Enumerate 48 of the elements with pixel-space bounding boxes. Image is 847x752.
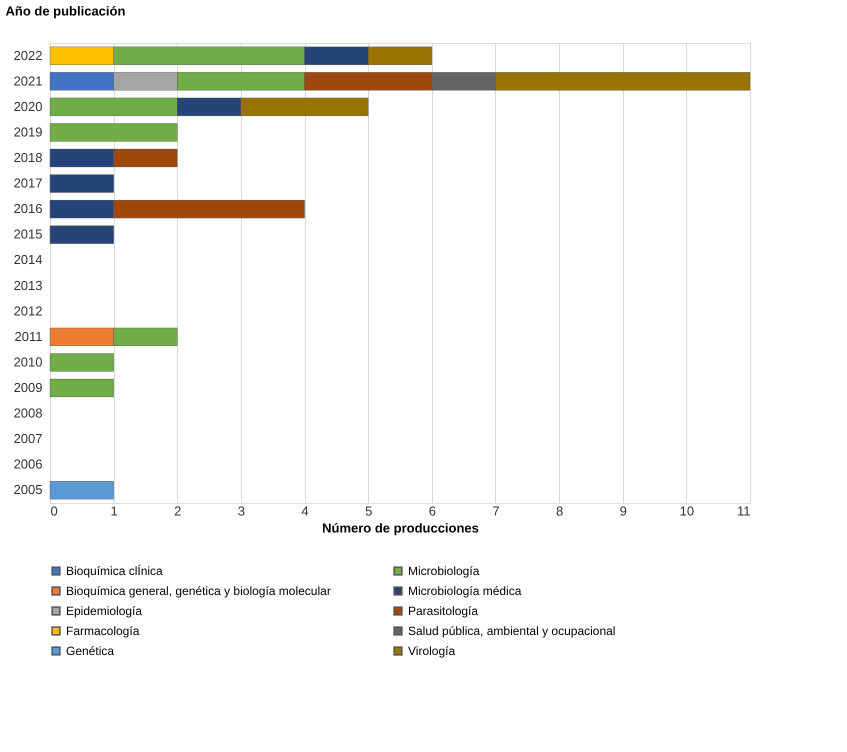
y-tick-label: 2006	[14, 456, 42, 472]
y-tick-label: 2019	[14, 124, 42, 140]
y-tick-label: 2018	[14, 150, 42, 165]
y-tick-label: 2010	[14, 354, 42, 370]
y-tick-label: 2013	[14, 278, 42, 293]
x-tick-label: 9	[620, 504, 627, 518]
x-tick-label: 7	[492, 504, 500, 518]
bar	[50, 481, 114, 500]
x-tick-label: 10	[680, 504, 694, 518]
legend-label: Bioquímica general, genética y biología molecular	[66, 584, 331, 598]
x-tick-label: 4	[301, 504, 309, 518]
y-tick-label: 2020	[14, 98, 42, 114]
bar	[50, 226, 114, 244]
x-tick-label: 6	[428, 504, 436, 518]
y-tick-label: 2021	[14, 73, 42, 88]
x-tick-label: 11	[737, 504, 750, 518]
legend-label: Farmacología	[66, 624, 140, 638]
legend-label: Bioquímica clÍnica	[66, 564, 164, 578]
legend-label: Parasitología	[408, 604, 478, 618]
y-tick-label: 2009	[14, 380, 42, 395]
y-tick-label: 2005	[14, 482, 42, 498]
y-tick-label: 2022	[14, 48, 42, 63]
bar	[50, 353, 114, 372]
legend-label: Epidemiología	[66, 604, 142, 618]
legend-label: Microbiología médica	[408, 584, 522, 598]
y-tick-label: 2007	[14, 431, 42, 446]
legend-label: Salud pública, ambiental y ocupacional	[408, 624, 616, 638]
x-tick-label: 0	[50, 504, 58, 518]
y-axis-title: Año de publicación	[6, 4, 126, 18]
y-tick-label: 2008	[14, 406, 42, 421]
y-tick-label: 2016	[14, 201, 42, 216]
legend-label: Virología	[408, 644, 456, 658]
x-tick-label: 8	[556, 504, 564, 518]
x-tick-label: 3	[238, 504, 246, 518]
bar	[50, 123, 178, 142]
bar	[50, 174, 114, 193]
bar	[50, 378, 114, 398]
x-tick-label: 2	[174, 504, 182, 518]
y-tick-label: 2015	[14, 226, 42, 242]
y-tick-label: 2014	[14, 252, 42, 268]
y-tick-label: 2012	[14, 303, 42, 318]
legend-label: Microbiología	[408, 564, 480, 578]
legend-label: Genética	[66, 644, 114, 658]
y-tick-label: 2011	[14, 328, 42, 344]
x-tick-label: 1	[110, 504, 118, 518]
y-tick-label: 2017	[14, 176, 42, 191]
x-tick-label: 5	[365, 504, 372, 518]
x-axis-title: Número de producciones	[322, 520, 479, 536]
